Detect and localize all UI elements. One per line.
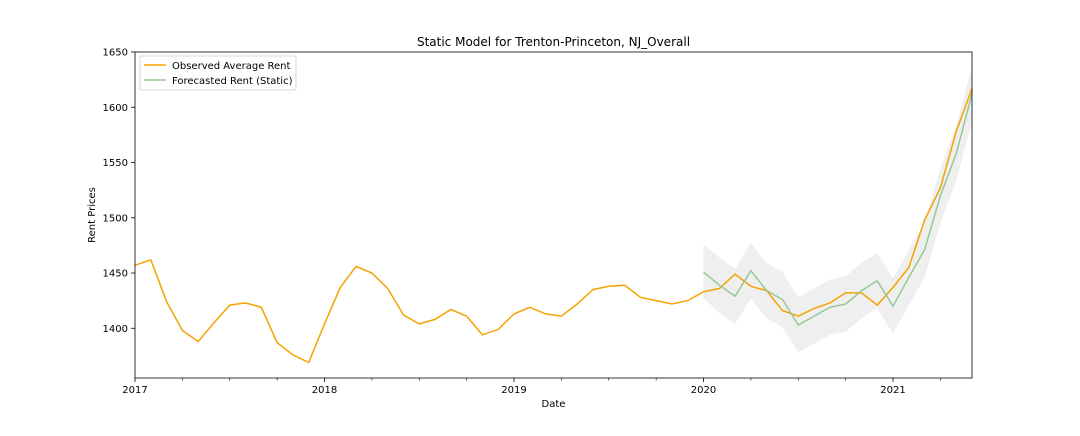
series-line-forecast [703, 93, 973, 327]
legend-box [139, 55, 297, 91]
plot-frame [134, 51, 973, 379]
y-axis: 1400 1450 1500 1550 1600 1650 [103, 48, 135, 335]
plot-area [134, 66, 973, 364]
x-axis-label: Date [542, 399, 566, 410]
chart-title: Static Model for Trenton-Princeton, NJ_O… [417, 35, 690, 49]
x-tick-label: 2018 [312, 385, 337, 396]
y-tick-label: 1500 [103, 213, 128, 224]
forecast-confidence-band [703, 66, 972, 353]
y-tick-label: 1650 [103, 48, 128, 59]
y-tick-label: 1450 [103, 269, 128, 280]
legend-label-forecast: Forecasted Rent (Static) [172, 76, 293, 87]
x-axis: 2017 2018 2019 2020 2021 [122, 378, 941, 396]
y-tick-label: 1550 [103, 158, 128, 169]
x-tick-label: 2019 [501, 385, 526, 396]
legend: Observed Average Rent Forecasted Rent (S… [139, 55, 297, 91]
y-tick-label: 1400 [103, 324, 128, 335]
x-tick-label: 2017 [122, 385, 147, 396]
y-tick-label: 1600 [103, 103, 128, 114]
x-tick-label: 2021 [880, 385, 905, 396]
y-axis-label: Rent Prices [87, 187, 98, 243]
series-line-observed [134, 88, 973, 364]
legend-label-observed: Observed Average Rent [172, 61, 291, 72]
x-tick-label: 2020 [691, 385, 716, 396]
